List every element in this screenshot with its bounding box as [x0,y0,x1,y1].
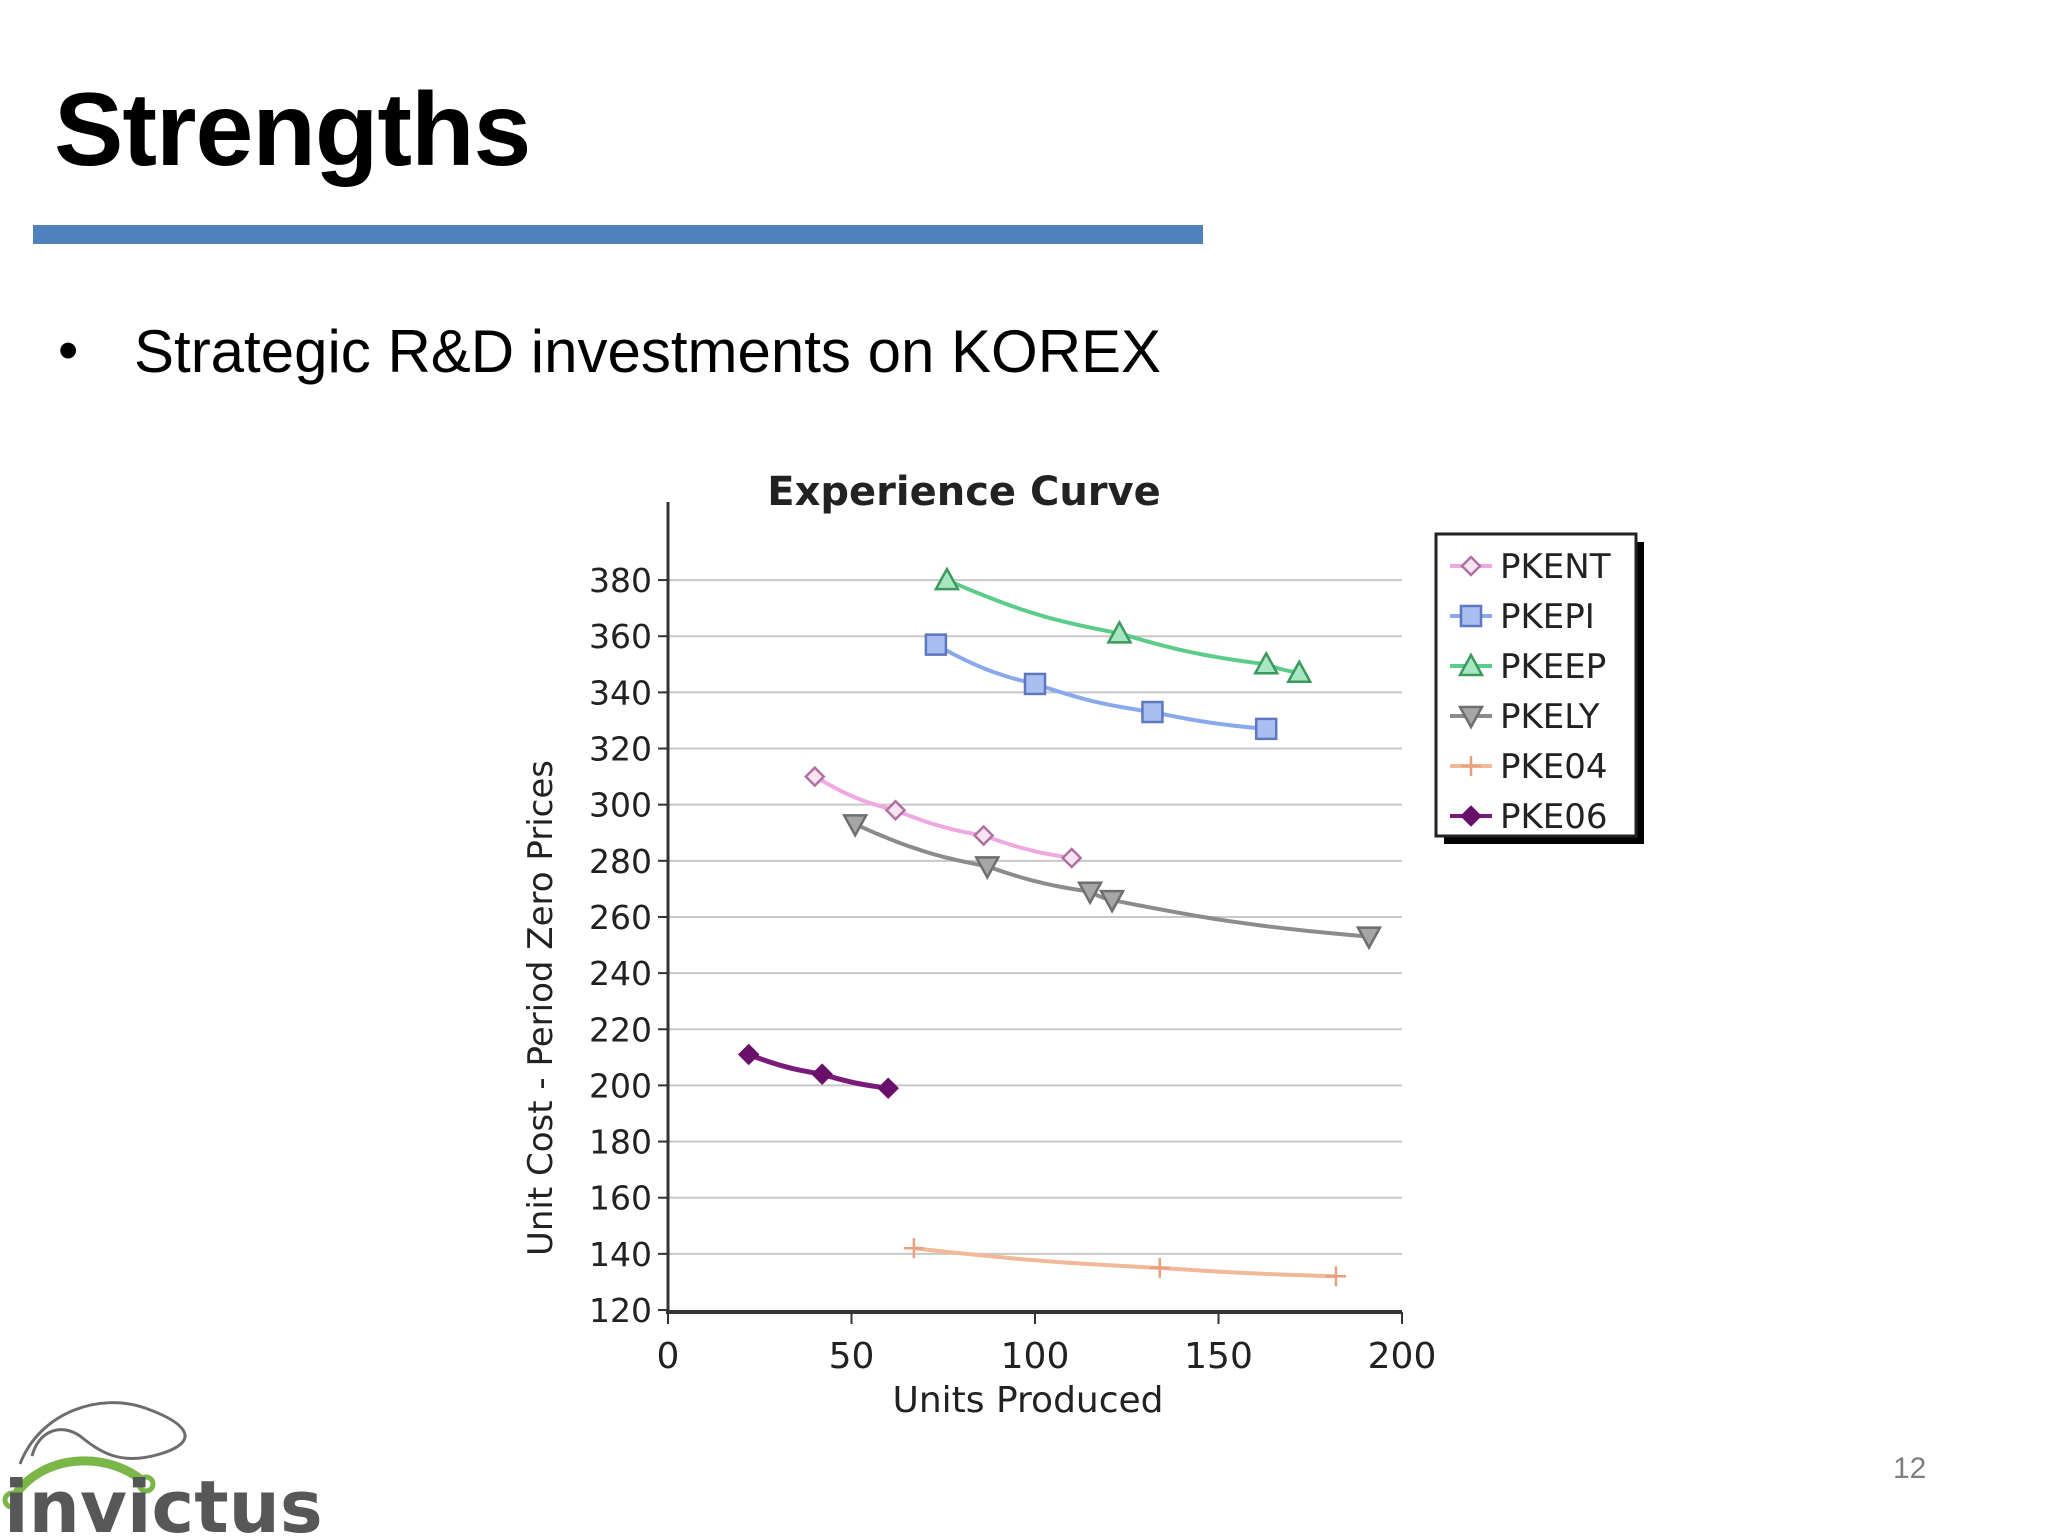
legend: PKENT PKEPI PKEEP PKELY PKE04 PKE06 [1434,532,1644,844]
x-tick-label-50: 50 [829,1336,875,1377]
data-point-pke06-1 [811,1063,833,1085]
data-point-pkely-3 [1098,889,1126,914]
x-tick-label-150: 150 [1184,1336,1253,1377]
data-point-pkent-0 [804,765,826,788]
y-tick-label-360: 360 [589,617,652,656]
logo-text: invictus [4,1465,323,1536]
series-line-pkent [813,774,1073,860]
legend-marker-pke06 [1460,805,1482,827]
legend-item-pkeep: PKEEP [1450,647,1606,687]
data-point-pkent-1 [884,799,907,822]
data-point-pkepi-1 [1023,672,1047,696]
bullet-text: Strategic R&D investments on KOREX [134,318,1162,385]
legend-marker-pkely [1457,705,1485,730]
series-pke06 [737,1043,899,1099]
series-pkent [804,765,1083,869]
series-line-pkeep [946,578,1300,675]
y-tick-label-180: 180 [589,1123,652,1162]
legend-item-pkent: PKENT [1450,547,1611,587]
y-tick-label-240: 240 [589,954,652,993]
slide-title: Strengths [54,72,531,188]
data-point-pkely-0 [842,814,869,838]
legend-item-pke06: PKE06 [1450,797,1608,837]
legend-item-pkely: PKELY [1450,697,1600,737]
data-point-pkeep-0 [933,566,961,591]
data-point-pkeep-3 [1286,659,1313,683]
y-tick-label-260: 260 [589,898,652,937]
data-point-pkeep-2 [1253,650,1280,675]
data-point-pkely-4 [1355,926,1383,951]
data-point-pkent-2 [972,824,995,847]
x-tick-label-0: 0 [657,1336,680,1377]
y-tick-label-280: 280 [589,842,652,881]
x-axis-label: Units Produced [892,1380,1163,1421]
gridlines [668,579,1402,1255]
legend-label-pke04: PKE04 [1500,747,1608,787]
bullet-marker: • [58,318,79,383]
x-tick-label-100: 100 [1001,1336,1070,1377]
data-point-pkeep-1 [1106,619,1133,644]
y-tick-label-160: 160 [589,1179,652,1218]
page-number: 12 [1893,1452,1927,1485]
y-tick-label-200: 200 [589,1066,652,1105]
data-point-pke04-0 [903,1238,924,1259]
data-point-pkepi-0 [924,633,948,656]
experience-curve-chart: Experience Curve Unit Cost - Period Zero… [521,469,1644,1421]
data-point-pkent-3 [1060,847,1083,869]
series-group [737,566,1383,1287]
data-point-pkely-1 [974,856,1001,881]
legend-marker-pke04 [1461,756,1481,776]
data-point-pkepi-2 [1141,700,1164,724]
series-pkeep [933,566,1313,683]
y-tick-label-320: 320 [589,730,652,769]
legend-label-pkepi: PKEPI [1500,597,1595,637]
invictus-logo-icon: invictus [2,1401,323,1536]
y-axis-label: Unit Cost - Period Zero Prices [521,760,561,1256]
series-line-pke04 [913,1246,1336,1279]
data-point-pke06-2 [877,1077,899,1099]
legend-marker-pkeep [1457,652,1485,677]
legend-label-pkent: PKENT [1500,547,1611,587]
data-point-pkepi-3 [1254,717,1278,741]
y-tick-label-300: 300 [589,786,652,825]
legend-label-pke06: PKE06 [1500,797,1608,837]
y-tick-label-220: 220 [589,1010,652,1049]
title-underline [33,225,1203,244]
legend-item-pke04: PKE04 [1450,747,1608,787]
x-tick-label-200: 200 [1368,1336,1437,1377]
data-point-pke06-0 [737,1043,760,1066]
y-tick-label-340: 340 [589,673,652,712]
data-point-pke04-1 [1149,1257,1170,1278]
legend-marker-pkepi [1459,604,1483,628]
chart-title: Experience Curve [767,469,1160,515]
series-line-pkely [854,822,1370,939]
data-point-pke04-2 [1325,1266,1346,1287]
series-line-pkepi [934,642,1267,731]
legend-item-pkepi: PKEPI [1450,597,1595,637]
legend-label-pkeep: PKEEP [1500,647,1606,687]
y-tick-label-140: 140 [589,1235,652,1274]
y-tick-label-380: 380 [589,561,652,600]
legend-marker-pkent [1460,555,1482,577]
y-tick-label-120: 120 [589,1291,652,1330]
axes: 120 140 160 180 200 220 240 260 280 300 320 340 360 3… [589,502,1436,1377]
data-point-pkely-2 [1076,881,1104,906]
legend-box [1434,532,1638,838]
series-pkely [842,814,1383,951]
series-pkepi [924,633,1278,741]
legend-label-pkely: PKELY [1500,697,1600,737]
series-pke04 [903,1238,1346,1287]
